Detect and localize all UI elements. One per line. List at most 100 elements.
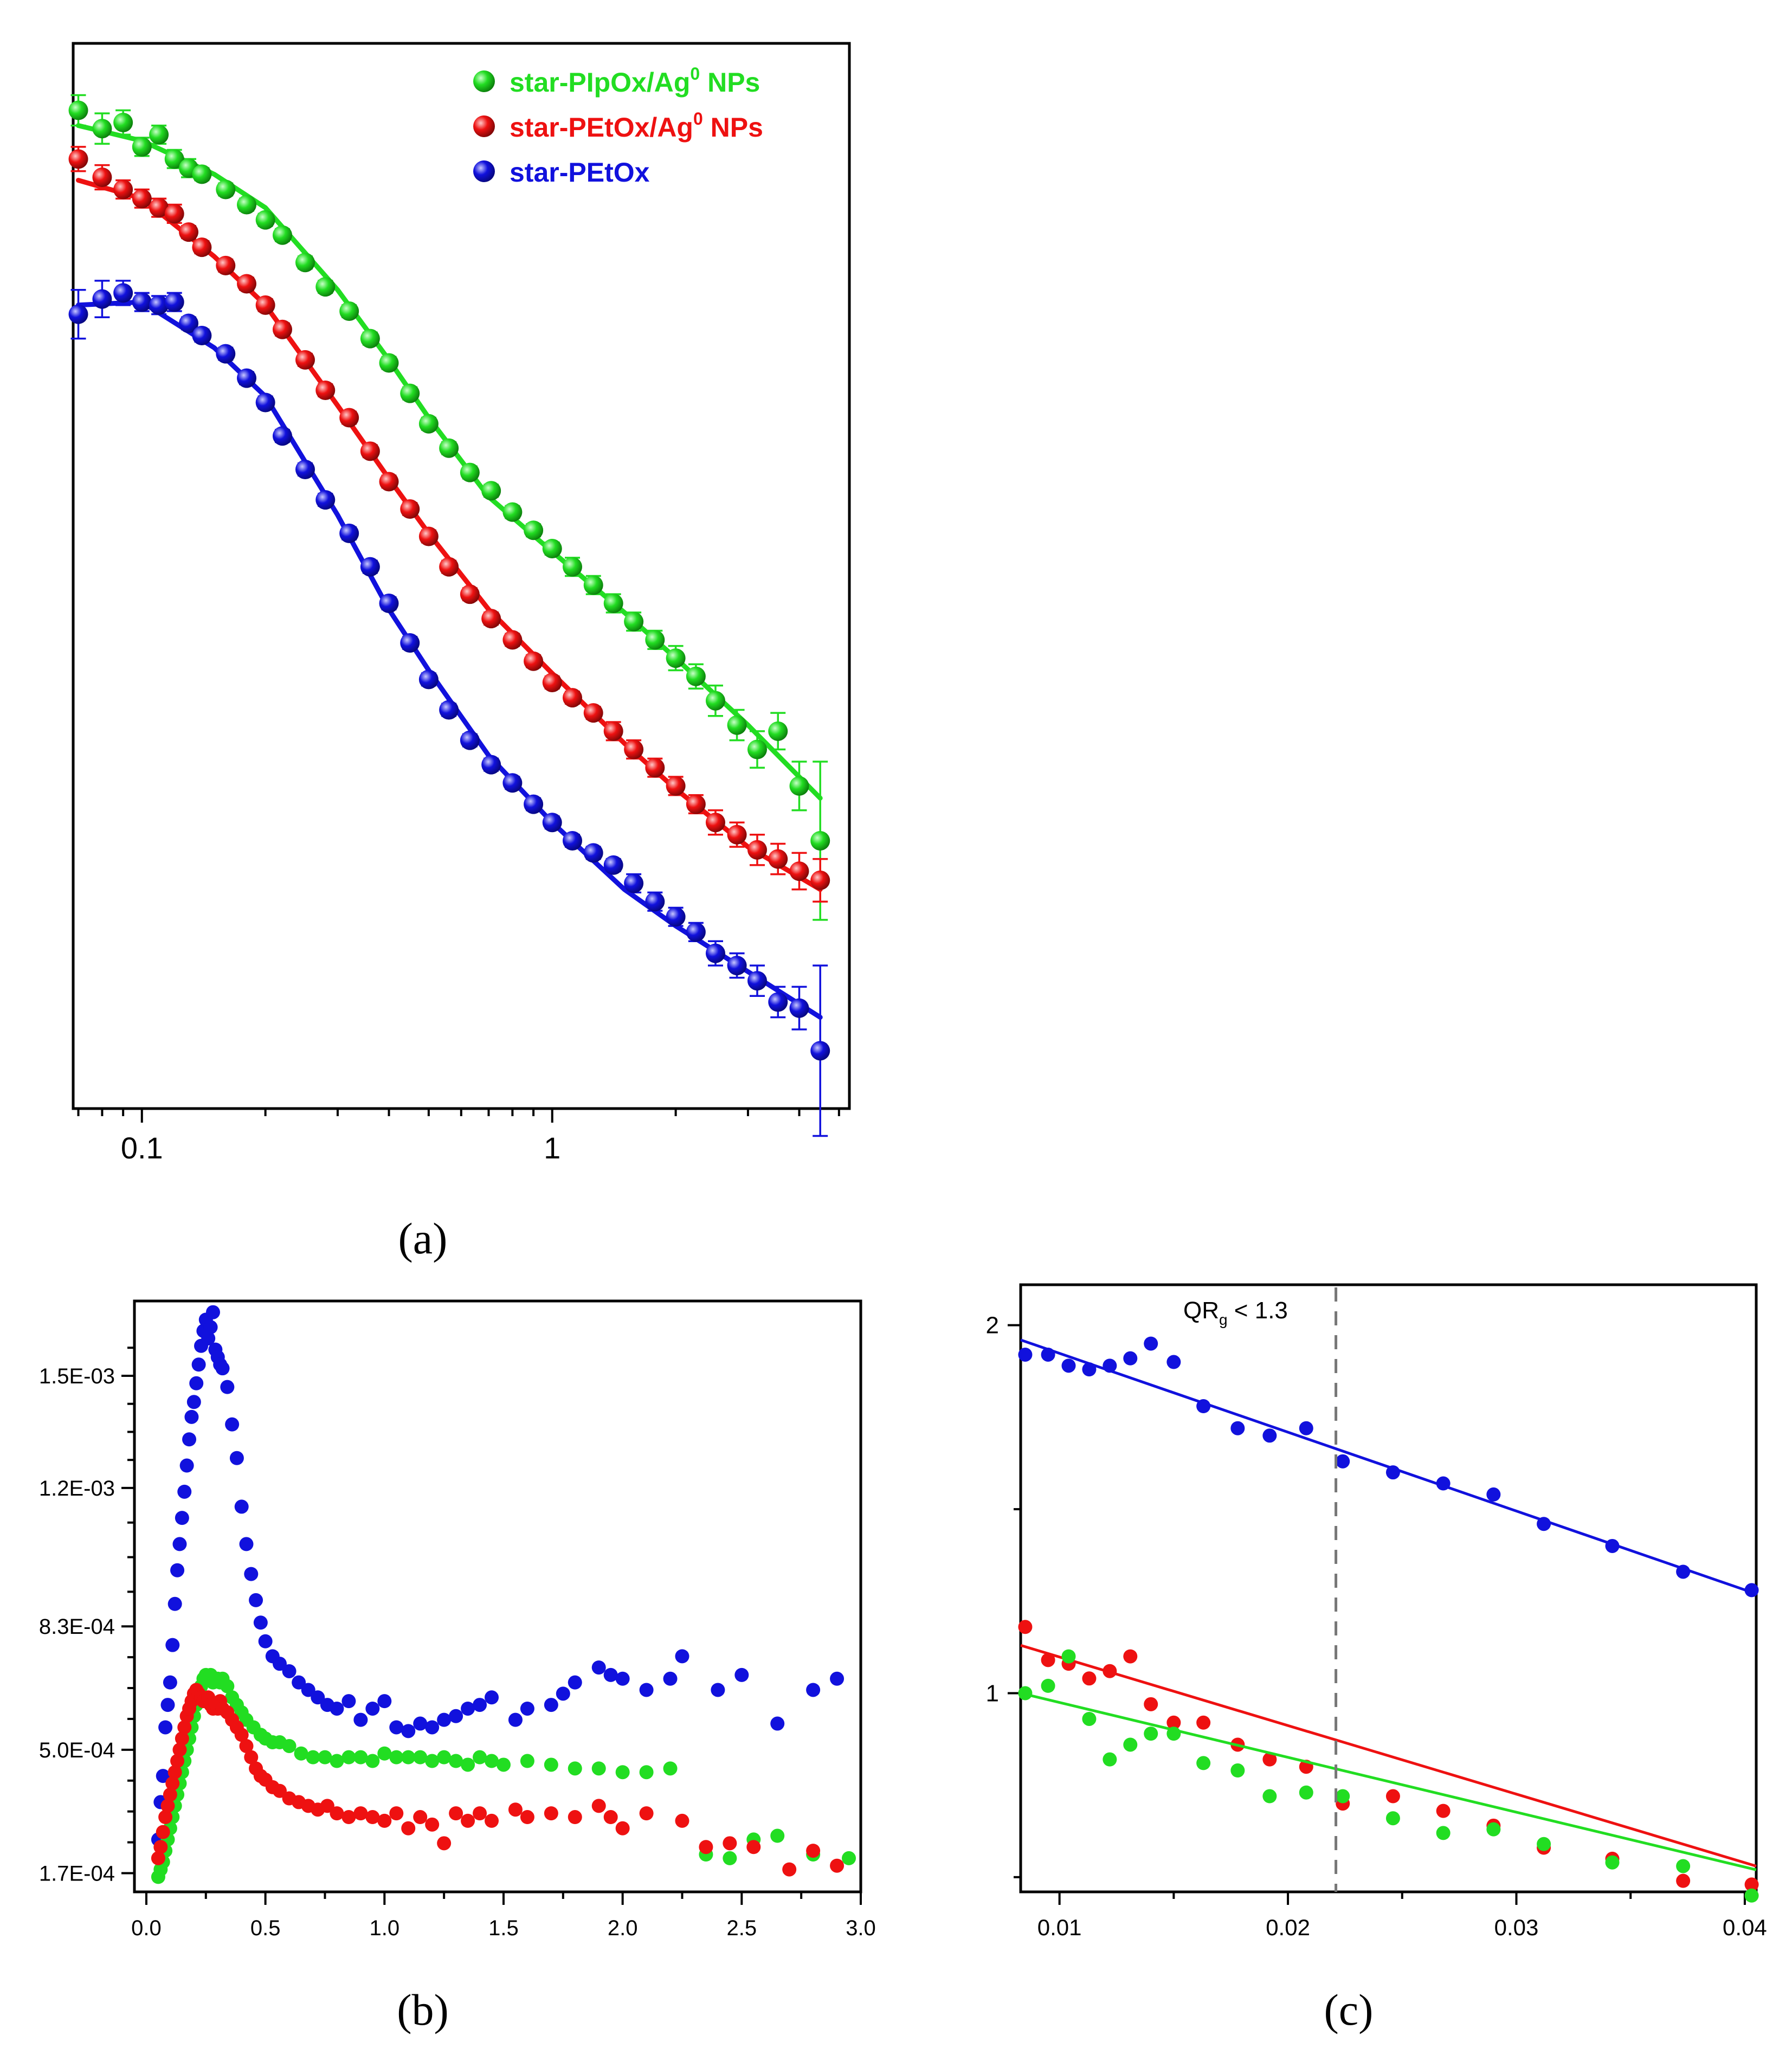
data-point — [318, 1750, 332, 1764]
legend-marker — [473, 115, 495, 137]
fit-line — [76, 299, 823, 1020]
data-point — [591, 1761, 606, 1776]
data-point — [229, 1451, 244, 1465]
data-point — [400, 383, 420, 403]
fit-line — [1020, 1338, 1757, 1595]
data-point — [666, 907, 686, 927]
data-point — [1744, 1583, 1759, 1598]
data-point — [68, 149, 88, 169]
data-point — [306, 1750, 320, 1764]
data-point — [1103, 1664, 1117, 1678]
data-point — [175, 1511, 189, 1525]
data-point — [615, 1671, 630, 1686]
data-point — [294, 1746, 308, 1761]
data-point — [237, 195, 257, 215]
data-point — [379, 472, 399, 492]
data-point — [1166, 1727, 1181, 1741]
data-point — [365, 1701, 380, 1716]
data-point — [460, 730, 480, 750]
data-point — [184, 1409, 199, 1424]
data-point — [705, 813, 725, 833]
data-point — [163, 1675, 177, 1690]
data-point — [524, 651, 544, 671]
data-point — [186, 1395, 201, 1409]
data-point — [1537, 1837, 1551, 1851]
data-point — [163, 1787, 177, 1802]
data-point — [400, 633, 420, 653]
data-point — [705, 943, 725, 963]
data-point — [496, 1757, 511, 1772]
data-point — [1018, 1620, 1033, 1634]
data-point — [244, 1750, 259, 1764]
data-point — [542, 673, 562, 692]
data-point — [1082, 1711, 1097, 1726]
panel-a-series — [68, 94, 830, 1137]
data-point — [583, 703, 603, 723]
data-point — [1196, 1399, 1211, 1413]
data-point — [789, 861, 809, 881]
data-point — [645, 892, 665, 912]
data-point — [624, 611, 644, 632]
data-point — [295, 460, 315, 479]
series-star-pipox-ag0-nps — [1018, 1649, 1759, 1903]
data-point — [583, 843, 603, 863]
data-point — [255, 295, 275, 315]
legend-entry: star-PEtOx — [510, 157, 650, 188]
data-point — [156, 1769, 170, 1783]
data-point — [542, 813, 562, 833]
data-point — [192, 237, 212, 257]
data-point — [810, 830, 830, 851]
data-point — [437, 1712, 452, 1727]
panel-b-frame — [133, 1299, 862, 1893]
data-point — [1061, 1649, 1076, 1664]
data-point — [746, 1840, 761, 1854]
data-point — [272, 426, 292, 446]
data-point — [591, 1660, 606, 1675]
data-point — [1018, 1686, 1033, 1701]
data-point — [461, 1813, 475, 1828]
data-point — [1041, 1347, 1055, 1362]
x-tick-label: 0.5 — [250, 1916, 281, 1940]
data-point — [360, 329, 380, 349]
data-point — [413, 1810, 428, 1825]
data-point — [770, 1828, 785, 1843]
data-point — [481, 609, 501, 629]
data-point — [365, 1754, 380, 1768]
data-point — [353, 1750, 368, 1764]
x-tick-label: 2.0 — [608, 1916, 638, 1940]
data-point — [292, 1675, 306, 1690]
data-point — [563, 557, 583, 577]
data-point — [339, 408, 359, 428]
data-point — [485, 1813, 499, 1828]
data-point — [1262, 1752, 1277, 1767]
data-point — [473, 1750, 487, 1764]
data-point — [666, 776, 686, 796]
data-point — [461, 1701, 475, 1716]
data-point — [524, 794, 544, 814]
y-tick-label: 1.5E-03 — [39, 1364, 115, 1388]
data-point — [439, 700, 459, 720]
data-point — [234, 1728, 249, 1742]
data-point — [437, 1836, 452, 1851]
data-point — [520, 1754, 534, 1768]
data-point — [520, 1701, 534, 1716]
y-tick-label: 2 — [986, 1312, 999, 1339]
data-point — [377, 1694, 392, 1709]
data-point — [234, 1499, 249, 1514]
data-point — [132, 137, 152, 157]
panel-c-ticks: 0.01 0.02 0.03 0.04 1 2 — [986, 1312, 1767, 1940]
data-point — [237, 368, 257, 388]
panel-a-legend: star-PIpOx/Ag0 NPs star-PEtOx/Ag0 NPs star… — [473, 64, 763, 188]
data-point — [1144, 1727, 1158, 1741]
legend-marker — [473, 160, 495, 182]
data-point — [170, 1563, 185, 1577]
data-point — [1436, 1826, 1451, 1840]
data-point — [401, 1750, 416, 1764]
data-point — [1041, 1678, 1055, 1693]
data-point — [216, 255, 236, 275]
data-point — [203, 1320, 218, 1335]
data-point — [360, 557, 380, 577]
panel-c-label: (c) — [1324, 1985, 1373, 2034]
data-point — [1103, 1752, 1117, 1767]
data-point — [830, 1671, 845, 1686]
